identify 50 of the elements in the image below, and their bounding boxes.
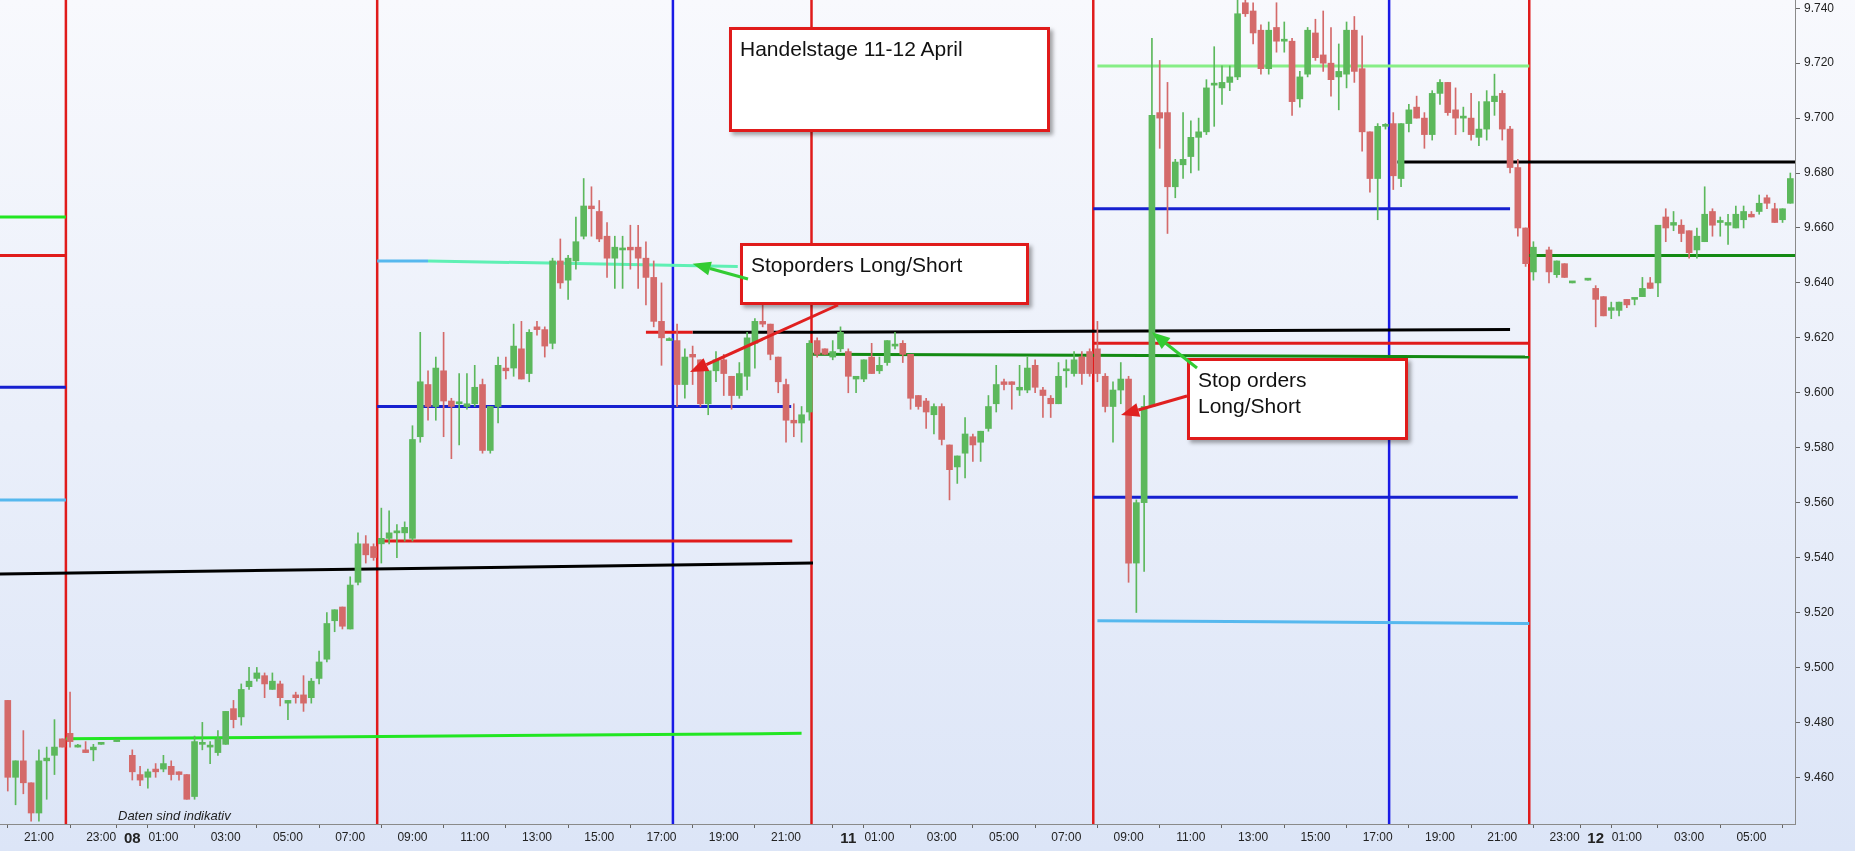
x-tick-label: 17:00 — [1362, 829, 1394, 844]
x-tick-label: 09:00 — [1113, 829, 1144, 844]
y-tick-label: 9.640 — [1804, 275, 1835, 290]
x-tick-label: 07:00 — [1051, 829, 1082, 844]
x-tick-label: 21:00 — [1487, 829, 1518, 844]
x-tick-label: 21:00 — [771, 829, 802, 844]
y-tick-label: 9.620 — [1804, 330, 1835, 345]
callout-box: Stop orders Long/Short — [1187, 358, 1408, 440]
x-tick-label: 12 — [1587, 829, 1605, 847]
x-tick-label: 17:00 — [646, 829, 677, 844]
y-tick-label: 9.740 — [1804, 0, 1835, 15]
x-tick-label: 05:00 — [1736, 829, 1767, 844]
y-tick-label: 9.680 — [1804, 165, 1835, 180]
y-tick-label: 9.580 — [1804, 440, 1835, 455]
y-tick-label: 9.520 — [1804, 604, 1835, 619]
x-tick-label: 15:00 — [584, 829, 615, 844]
x-tick-label: 11:00 — [460, 829, 490, 844]
x-tick-label: 15:00 — [1300, 829, 1331, 844]
x-tick-label: 01:00 — [864, 829, 895, 844]
y-tick-label: 9.460 — [1804, 769, 1835, 784]
x-tick-label: 13:00 — [521, 829, 553, 844]
x-tick-label: 01:00 — [148, 829, 179, 844]
x-tick-label: 13:00 — [1238, 829, 1269, 844]
y-tick-label: 9.560 — [1804, 494, 1835, 509]
x-tick-label: 09:00 — [397, 829, 428, 844]
x-tick-label: 05:00 — [988, 829, 1020, 844]
x-tick-label: 01:00 — [1611, 829, 1643, 844]
y-tick-label: 9.540 — [1804, 549, 1835, 564]
y-tick-label: 9.480 — [1804, 714, 1835, 729]
x-tick-label: 21:00 — [23, 829, 55, 844]
y-tick-label: 9.700 — [1804, 110, 1835, 125]
x-tick-label: 07:00 — [335, 829, 366, 844]
x-tick-label: 11 — [840, 829, 857, 847]
x-tick-label: 11:00 — [1176, 829, 1206, 844]
y-tick-label: 9.720 — [1804, 55, 1835, 70]
x-tick-label: 19:00 — [708, 829, 740, 844]
x-tick-label: 03:00 — [210, 829, 242, 844]
callout-box: Handelstage 11-12 April — [729, 27, 1050, 132]
annotation: Daten sind indikativ — [118, 808, 231, 823]
x-tick-label: 08 — [123, 829, 141, 847]
x-tick-label: 19:00 — [1424, 829, 1456, 844]
x-tick-label: 03:00 — [1674, 829, 1705, 844]
y-tick-label: 9.600 — [1804, 385, 1835, 400]
x-tick-label: 23:00 — [1549, 829, 1580, 844]
x-tick-label: 05:00 — [272, 829, 304, 844]
y-tick-label: 9.660 — [1804, 220, 1835, 235]
y-tick-label: 9.500 — [1804, 659, 1835, 674]
callout-box: Stoporders Long/Short — [740, 243, 1029, 305]
x-tick-label: 23:00 — [86, 829, 117, 844]
x-tick-label: 03:00 — [926, 829, 958, 844]
